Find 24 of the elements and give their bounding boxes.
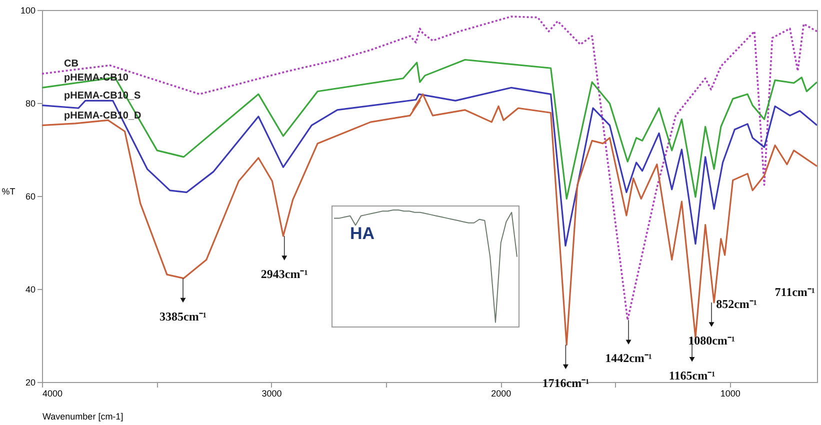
x-tick-label: 1000 bbox=[720, 388, 740, 398]
line-series bbox=[42, 93, 817, 346]
y-tick-label: 60 bbox=[25, 192, 36, 202]
annotation: 3385cm⁻¹ bbox=[160, 309, 207, 324]
line-series bbox=[42, 16, 817, 322]
x-tick-label: 2000 bbox=[491, 388, 512, 398]
y-tick-label: 80 bbox=[25, 98, 36, 108]
line-series bbox=[42, 86, 817, 247]
annotation: 1716cm⁻¹ bbox=[542, 376, 590, 390]
text: HA bbox=[350, 224, 375, 243]
annotation: 1442cm⁻¹ bbox=[605, 351, 652, 366]
annotation: 852cm⁻¹ bbox=[716, 297, 758, 311]
annotation: 2943cm⁻¹ bbox=[260, 266, 308, 281]
x-tick-label: 4000 bbox=[42, 388, 63, 398]
y-axis-title: %T bbox=[2, 186, 16, 196]
x-tick-label: 3000 bbox=[262, 388, 282, 398]
annotation: 711cm⁻¹ bbox=[774, 285, 816, 299]
annotation: 1165cm⁻¹ bbox=[668, 368, 716, 382]
series-label: CB bbox=[64, 58, 78, 70]
y-tick-label: 40 bbox=[25, 284, 36, 294]
line-series bbox=[42, 58, 817, 200]
y-tick-label: 20 bbox=[25, 378, 36, 388]
y-tick-label: 100 bbox=[20, 6, 36, 16]
x-axis-title: Wavenumber [cm-1] bbox=[42, 412, 124, 422]
